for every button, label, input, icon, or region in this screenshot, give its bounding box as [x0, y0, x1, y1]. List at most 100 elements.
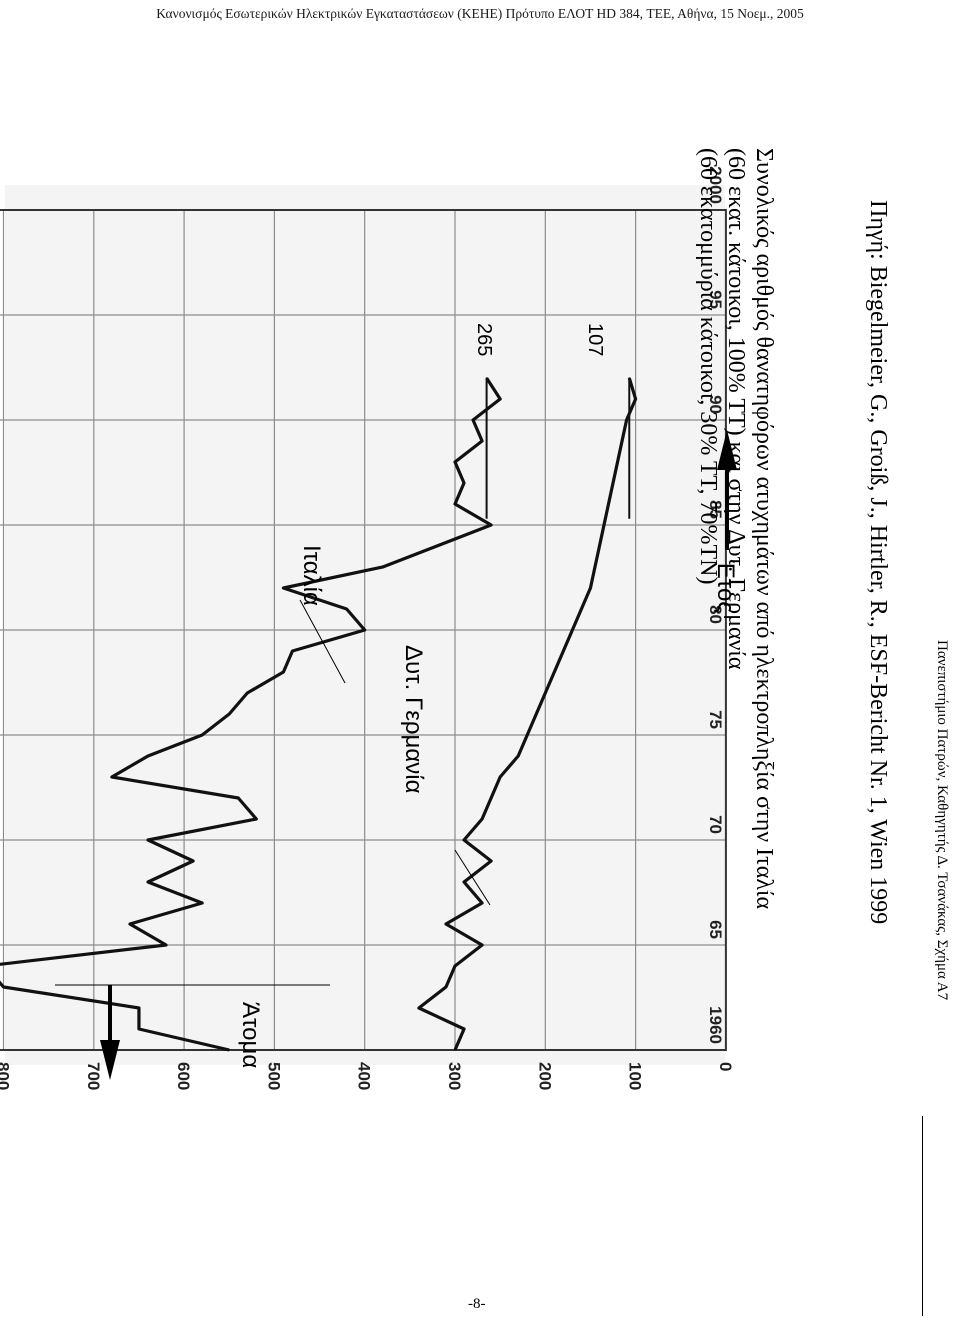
- y-tick-label: 500: [264, 1062, 283, 1090]
- data-point: [138, 1007, 140, 1009]
- y-tick-label: 300: [445, 1062, 464, 1090]
- y-tick-label: 800: [0, 1062, 13, 1090]
- data-point: [499, 776, 501, 778]
- data-point: [571, 629, 574, 631]
- y-tick-label: 100: [626, 1062, 645, 1090]
- annotation-germany-end: 107: [584, 323, 606, 356]
- data-point: [589, 587, 592, 589]
- chart-series: [0, 377, 638, 1052]
- caption-line-1: Συνολικός αριθμός θανατηφόρων ατυχημάτων…: [751, 148, 777, 910]
- x-tick-label: 80: [706, 605, 725, 624]
- data-point: [192, 860, 194, 862]
- x-tick-label: 65: [706, 920, 725, 939]
- arrows: [55, 430, 737, 1080]
- series-label-germany: Δυτ. Γερμανία: [400, 645, 427, 794]
- data-point: [517, 755, 520, 757]
- x-axis-label: Έτος: [712, 559, 739, 613]
- data-point: [147, 881, 149, 883]
- chart-grid: [0, 185, 727, 1065]
- data-point: [138, 1028, 140, 1030]
- data-point: [481, 818, 483, 820]
- x-tick-label: 70: [706, 815, 725, 834]
- data-point: [454, 965, 456, 967]
- data-point: [580, 608, 583, 610]
- x-tick-label: 85: [706, 500, 725, 519]
- y-tick-label: 400: [355, 1062, 374, 1090]
- data-point: [544, 692, 547, 694]
- y-tick-label: 0: [716, 1062, 735, 1071]
- data-point: [594, 566, 596, 568]
- data-point: [436, 545, 438, 547]
- page-number: -8-: [468, 1296, 486, 1312]
- data-point: [2, 986, 5, 988]
- x-tick-label: 75: [706, 710, 725, 729]
- data-point: [535, 713, 538, 715]
- year-arrow-head: [717, 430, 737, 470]
- data-point: [255, 818, 258, 820]
- x-tick-label: 1960: [706, 1006, 725, 1044]
- data-point: [490, 860, 492, 862]
- data-point: [165, 944, 167, 946]
- data-point: [616, 461, 619, 463]
- data-point: [445, 986, 447, 988]
- data-point: [454, 461, 456, 463]
- data-point: [381, 566, 384, 568]
- data-point: [463, 1028, 465, 1030]
- pointer-germany: [454, 849, 491, 906]
- data-point: [634, 398, 637, 400]
- footer-rule: [922, 1116, 923, 1316]
- data-point: [147, 755, 149, 757]
- data-point: [111, 776, 113, 778]
- data-point: [282, 671, 285, 673]
- data-point: [481, 944, 483, 946]
- data-point: [129, 923, 131, 925]
- data-point: [481, 902, 483, 904]
- x-tick-label: 2000: [706, 166, 725, 204]
- data-point: [463, 482, 465, 484]
- data-point: [490, 524, 492, 526]
- figure-source: Πηγή: Biegelmeier, G., Groiß, J., Hirtle…: [864, 200, 892, 924]
- data-point: [499, 398, 501, 400]
- caption-line-2: (60 εκατ. κάτοικοι, 100% ΤΤ) και στην Δυ…: [723, 148, 749, 670]
- x-tick-label: 95: [706, 290, 725, 309]
- data-point: [553, 671, 556, 673]
- source-text: Πηγή: Biegelmeier, G., Groiß, J., Hirtle…: [865, 200, 891, 925]
- data-point: [363, 629, 366, 631]
- persons-arrow-head: [100, 1040, 120, 1080]
- chart-axes: 0100200300400500600700800900196065707580…: [0, 166, 735, 1090]
- data-point: [472, 419, 474, 421]
- page-footer: Πανεπιστήμιο Πατρών, Καθηγητής Δ. Τσανάκ…: [933, 640, 950, 1000]
- data-point: [598, 545, 601, 547]
- series-label-italy: Ιταλία: [298, 545, 325, 606]
- footer-text: Πανεπιστήμιο Πατρών, Καθηγητής Δ. Τσανάκ…: [934, 640, 950, 1001]
- pointer-italy: [299, 599, 346, 684]
- data-point: [463, 839, 465, 841]
- data-point: [463, 881, 465, 883]
- data-point: [201, 734, 203, 736]
- data-point: [228, 1049, 231, 1051]
- data-point: [625, 419, 628, 421]
- plot-frame: [0, 209, 727, 1051]
- data-point: [481, 440, 483, 442]
- page-header: Κανονισμός Εσωτερικών Ηλεκτρικών Εγκατασ…: [156, 6, 804, 21]
- y-axis-label: Άτομα: [237, 1002, 264, 1068]
- y-tick-label: 200: [535, 1062, 554, 1090]
- caption-line-3: (60 εκατομμύρια κάτοικοι, 30% ΤΤ, 70%ΤΝ): [695, 148, 721, 585]
- data-point: [418, 1007, 420, 1009]
- data-point: [291, 650, 294, 652]
- data-point: [345, 608, 348, 610]
- data-point: [526, 734, 529, 736]
- y-tick-label: 600: [174, 1062, 193, 1090]
- data-point: [237, 797, 240, 799]
- data-point: [607, 503, 610, 505]
- data-point: [454, 503, 456, 505]
- data-point: [603, 524, 605, 526]
- y-tick-label: 700: [84, 1062, 103, 1090]
- chart-labels: Ιταλία Δυτ. Γερμανία 265 107 Έτος Άτομα: [237, 323, 739, 1068]
- data-point: [490, 797, 492, 799]
- annotation-italy-end: 265: [473, 323, 495, 356]
- data-point: [246, 692, 249, 694]
- data-point: [612, 482, 614, 484]
- data-point: [445, 923, 447, 925]
